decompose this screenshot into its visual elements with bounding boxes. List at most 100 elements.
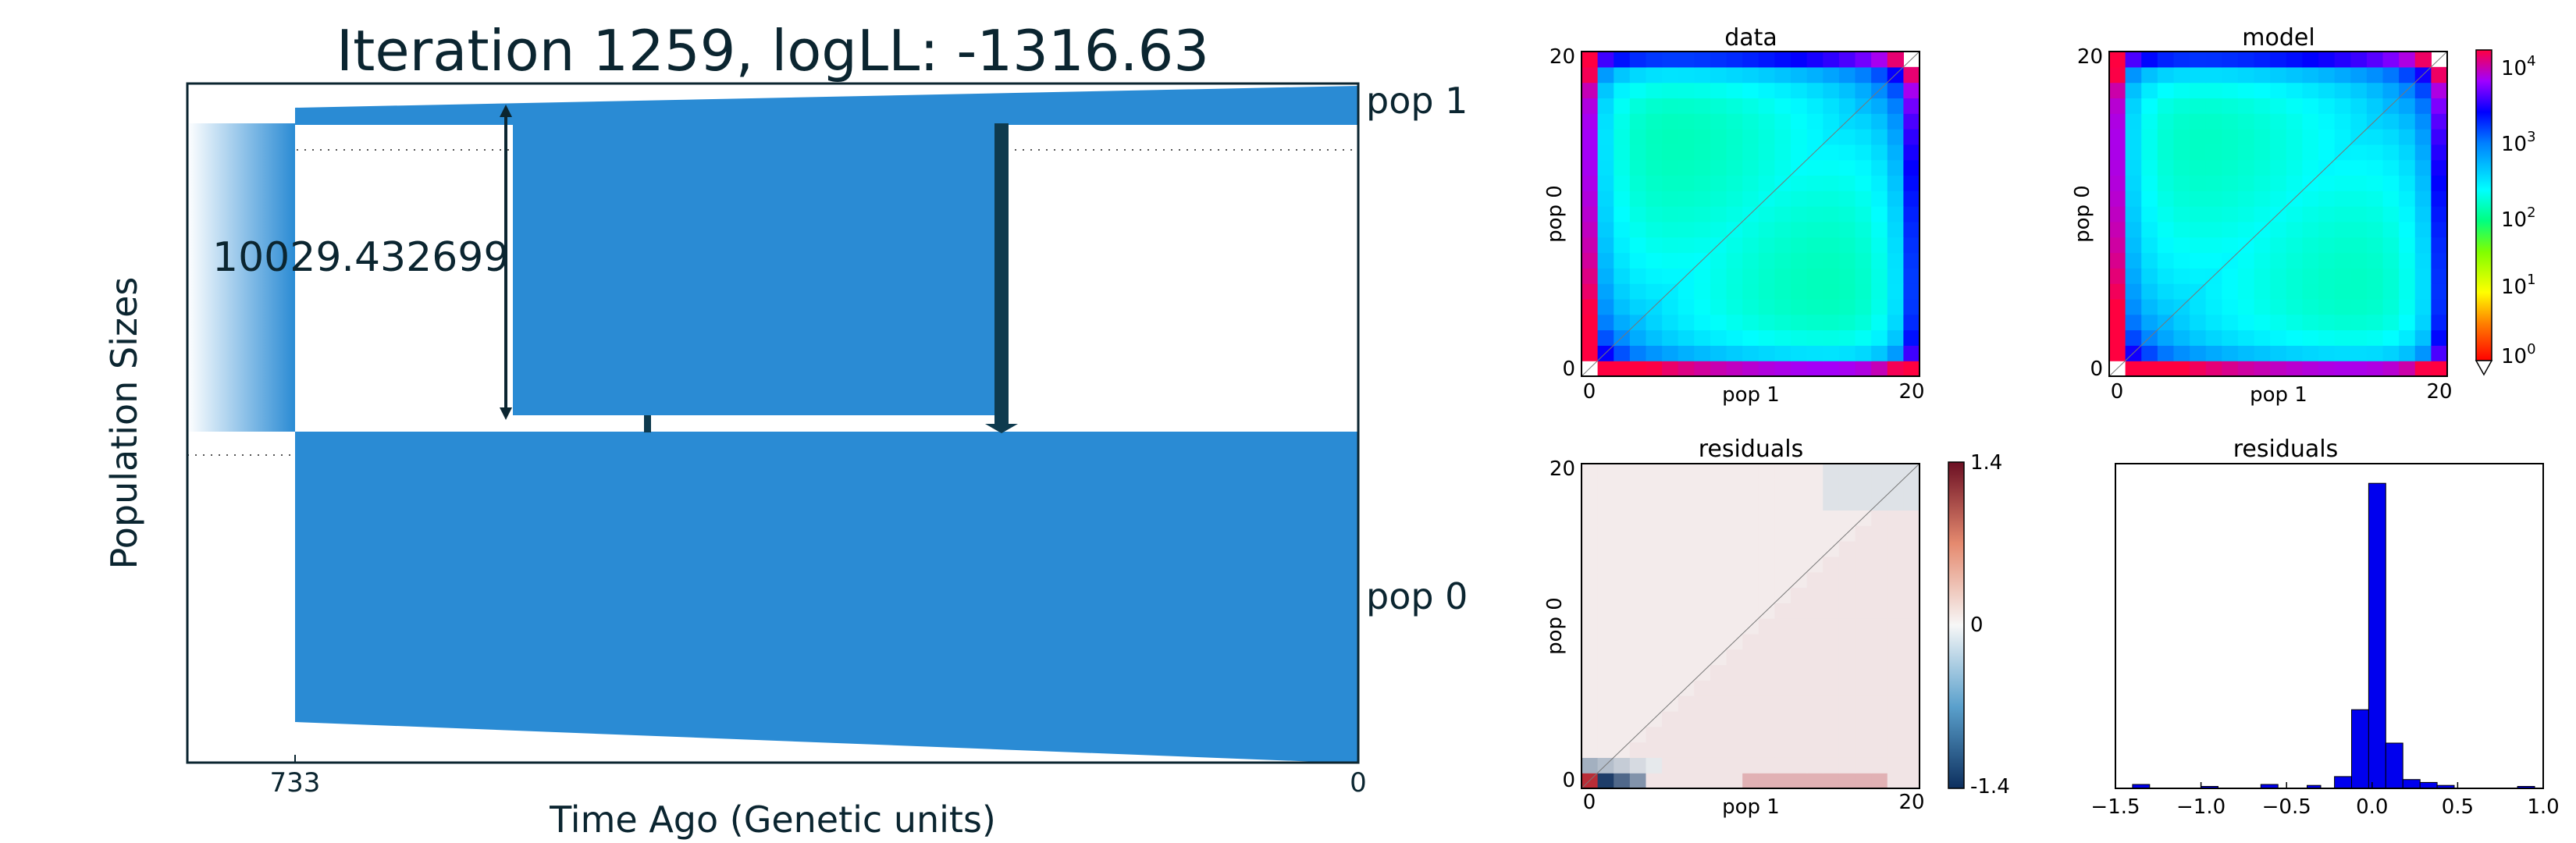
heatmap-cell <box>2431 237 2448 254</box>
heatmap-cell <box>1838 175 1856 191</box>
heatmap-cell <box>2173 98 2190 114</box>
heatmap-cell <box>1678 710 1695 727</box>
heatmap-cell <box>1871 742 1888 758</box>
heatmap-cell <box>2190 268 2207 284</box>
heatmap-cell <box>2366 129 2384 145</box>
svg-text:104: 104 <box>2501 53 2536 80</box>
heatmap-cell <box>2109 98 2126 114</box>
heatmap-cell <box>1871 66 1888 84</box>
heatmap-cell <box>2125 268 2142 284</box>
heatmap-cell <box>1791 144 1808 161</box>
heatmap-cell <box>2237 82 2255 99</box>
heatmap-cell <box>1710 710 1727 727</box>
heatmap-cell <box>1742 757 1759 774</box>
heatmap-cell <box>1887 618 1904 635</box>
heatmap-cell <box>1871 221 1888 238</box>
size-arrow-top <box>500 105 512 117</box>
heatmap-cell <box>2157 82 2175 99</box>
heatmap-cell <box>1597 52 1614 68</box>
heatmap-cell <box>1855 144 1872 161</box>
heatmap-cell <box>2222 329 2239 346</box>
heatmap-cell <box>1726 268 1743 284</box>
heatmap-cell <box>1597 221 1614 238</box>
heatmap-cell <box>1758 541 1776 557</box>
heatmap-cell <box>1694 726 1711 743</box>
heatmap-cell <box>1629 680 1647 696</box>
heatmap-cell <box>1758 710 1776 727</box>
heatmap-cell <box>1726 510 1743 526</box>
heatmap-cell <box>2157 206 2175 222</box>
heatmap-cell <box>2414 129 2432 145</box>
heatmap-cell <box>1887 525 1904 542</box>
heatmap-cell <box>1646 175 1663 191</box>
heatmap-cell <box>2125 298 2142 315</box>
heatmap-cell <box>1823 159 1840 176</box>
heatmap-cell <box>1838 129 1856 145</box>
heatmap-cell <box>1887 52 1904 68</box>
heatmap-cell <box>1710 361 1727 377</box>
heatmap-cell <box>1791 175 1808 191</box>
heatmap-cell <box>1887 159 1904 176</box>
heatmap-cell <box>1629 695 1647 712</box>
heatmap-cell <box>2302 314 2319 331</box>
residuals-heatmap-title: residuals <box>1699 436 1804 463</box>
heatmap-cell <box>1582 283 1599 300</box>
heatmap-cell <box>1823 757 1840 774</box>
heatmap-cell <box>1582 113 1599 130</box>
heatmap-cell <box>2222 98 2239 114</box>
heatmap-cell <box>1662 82 1679 99</box>
heatmap-cell <box>1887 587 1904 603</box>
heatmap-cell <box>2254 361 2271 377</box>
heatmap-cell <box>2366 82 2384 99</box>
model-heatmap-ytick-20: 20 <box>2077 45 2103 69</box>
heatmap-cell <box>2173 144 2190 161</box>
heatmap-cell <box>2190 329 2207 346</box>
heatmap-cell <box>2334 237 2351 254</box>
heatmap-cell <box>1855 742 1872 758</box>
heatmap-cell <box>1903 710 1920 727</box>
heatmap-cell <box>1774 603 1791 619</box>
heatmap-cell <box>1855 525 1872 542</box>
heatmap-cell <box>2286 314 2304 331</box>
heatmap-cell <box>2222 314 2239 331</box>
heatmap-cell <box>1597 649 1614 666</box>
heatmap-cell <box>1758 649 1776 666</box>
heatmap-cell <box>1662 478 1679 496</box>
heatmap-cell <box>1758 525 1776 542</box>
heatmap-cell <box>1806 587 1823 603</box>
heatmap-cell <box>1597 144 1614 161</box>
heatmap-cell <box>1742 633 1759 650</box>
heatmap-cell <box>1887 773 1904 789</box>
heatmap-cell <box>2270 98 2287 114</box>
heatmap-cell <box>1855 361 1872 377</box>
heatmap-cell <box>1629 773 1647 789</box>
heatmap-cell <box>1742 710 1759 727</box>
heatmap-cell <box>1758 478 1776 496</box>
heatmap-cell <box>2109 175 2126 191</box>
heatmap-cell <box>1855 587 1872 603</box>
heatmap-cell <box>1726 649 1743 666</box>
heatmap-cell <box>1791 556 1808 573</box>
heatmap-cell <box>2109 314 2126 331</box>
heatmap-cell <box>1871 175 1888 191</box>
heatmap-cell <box>1646 510 1663 526</box>
heatmap-cell <box>1678 478 1695 496</box>
heatmap-cell <box>1646 361 1663 377</box>
heatmap-cell <box>2286 252 2304 269</box>
heatmap-cell <box>1806 618 1823 635</box>
heatmap-cell <box>2414 298 2432 315</box>
heatmap-cell <box>1662 66 1679 84</box>
heatmap-cell <box>2414 361 2432 377</box>
heatmap-cell <box>1597 695 1614 712</box>
heatmap-cell <box>1726 618 1743 635</box>
heatmap-cell <box>1806 633 1823 650</box>
heatmap-cell <box>2286 206 2304 222</box>
heatmap-cell <box>1855 329 1872 346</box>
heatmap-cell <box>1774 710 1791 727</box>
heatmap-cell <box>1791 680 1808 696</box>
heatmap-cell <box>2318 298 2336 315</box>
heatmap-cell <box>2205 361 2222 377</box>
heatmap-cell <box>1806 175 1823 191</box>
heatmap-cell <box>2382 113 2400 130</box>
heatmap-cell <box>1678 618 1695 635</box>
